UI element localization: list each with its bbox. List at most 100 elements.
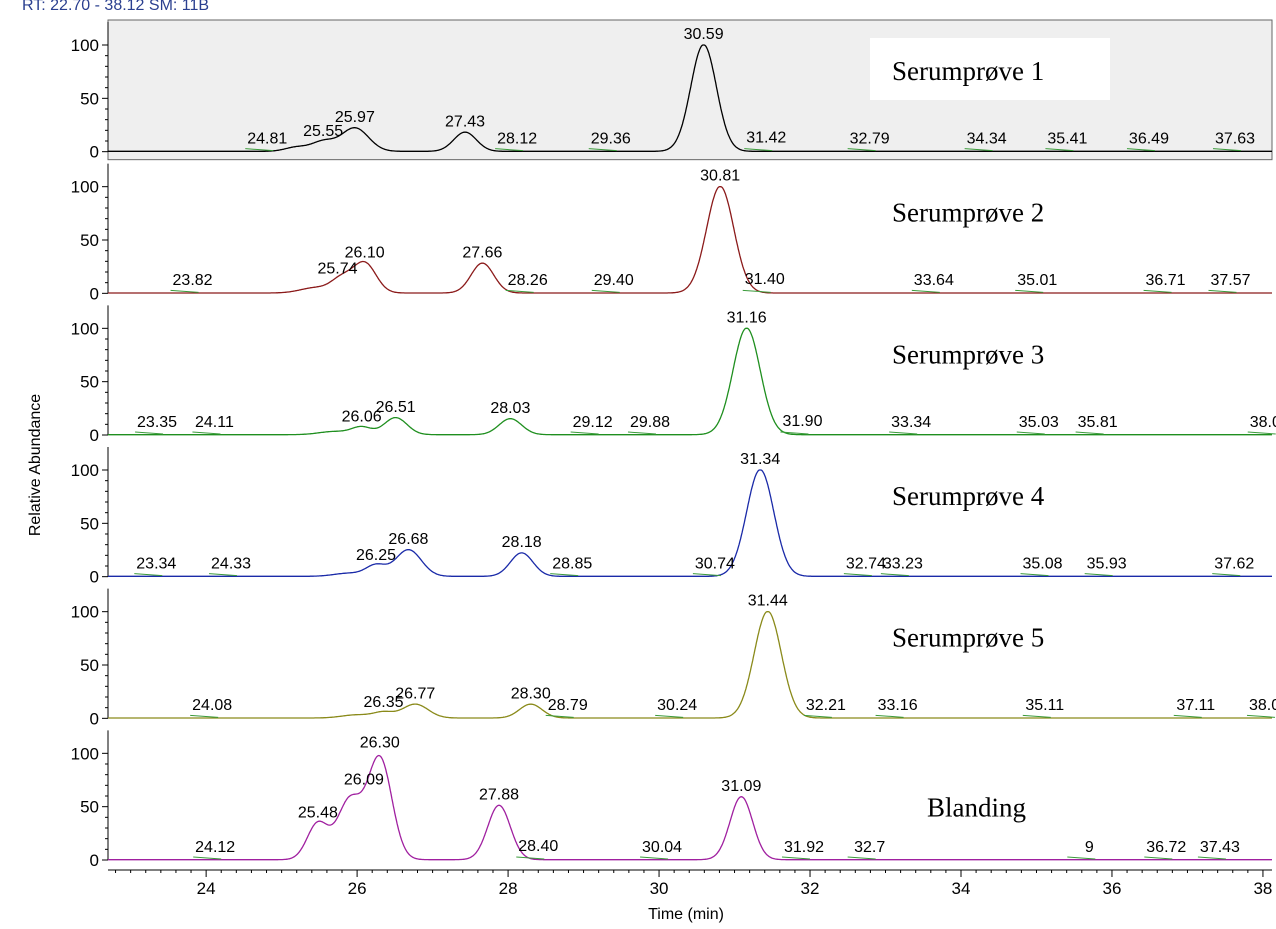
peak-marker bbox=[1015, 289, 1044, 293]
x-tick-label: 32 bbox=[801, 879, 820, 898]
y-tick-label: 50 bbox=[80, 89, 99, 108]
y-tick-label: 100 bbox=[71, 744, 99, 763]
y-tick-label: 0 bbox=[90, 143, 99, 162]
peak-label: 33.34 bbox=[891, 414, 931, 431]
peak-label: 37.63 bbox=[1215, 131, 1255, 148]
y-tick-label: 100 bbox=[71, 461, 99, 480]
x-tick-label: 36 bbox=[1103, 879, 1122, 898]
peak-label: 25.74 bbox=[317, 260, 357, 277]
peak-marker bbox=[880, 573, 909, 577]
peak-label: 35.03 bbox=[1019, 414, 1059, 431]
peak-marker bbox=[744, 148, 773, 152]
peak-label: 38.09 bbox=[1250, 414, 1276, 431]
peak-label: 27.88 bbox=[479, 787, 519, 804]
peak-label: 30.04 bbox=[642, 839, 682, 856]
peak-marker bbox=[1143, 289, 1172, 293]
panel-title: Serumprøve 2 bbox=[892, 198, 1044, 228]
panel-title: Serumprøve 5 bbox=[892, 623, 1044, 653]
peak-marker bbox=[190, 714, 219, 718]
x-axis-title: Time (min) bbox=[648, 906, 724, 923]
peak-label: 27.43 bbox=[445, 113, 485, 130]
peak-marker bbox=[1212, 573, 1241, 577]
peak-label: 35.81 bbox=[1078, 414, 1118, 431]
peak-label: 31.42 bbox=[746, 129, 786, 146]
peak-marker bbox=[1067, 856, 1096, 860]
peak-label: 29.88 bbox=[630, 414, 670, 431]
peak-label: 28.40 bbox=[518, 838, 558, 855]
panel: 0 50 100 24.12 25.48 26.09 26.30 27.88 28.40 30.0… bbox=[71, 730, 1272, 870]
peak-marker bbox=[1084, 573, 1113, 577]
peak-marker bbox=[911, 289, 940, 293]
peak-marker bbox=[742, 289, 771, 293]
peak-label: 31.92 bbox=[784, 839, 824, 856]
peak-label: 28.79 bbox=[548, 697, 588, 714]
peak-label: 31.34 bbox=[740, 451, 780, 468]
panel-title: Serumprøve 3 bbox=[892, 339, 1044, 369]
peak-label: 35.93 bbox=[1087, 556, 1127, 573]
peak-label: 9 bbox=[1085, 839, 1094, 856]
peak-marker bbox=[692, 573, 721, 577]
peak-marker bbox=[1144, 856, 1173, 860]
peak-label: 28.03 bbox=[490, 400, 530, 417]
x-tick-label: 34 bbox=[952, 879, 971, 898]
y-tick-label: 50 bbox=[80, 231, 99, 250]
peak-label: 26.30 bbox=[360, 734, 400, 751]
peak-label: 35.11 bbox=[1025, 697, 1064, 714]
peak-marker bbox=[847, 856, 876, 860]
peak-label: 32.74 bbox=[846, 556, 886, 573]
peak-marker bbox=[1126, 148, 1155, 152]
peak-marker bbox=[209, 573, 238, 577]
peak-label: 29.40 bbox=[594, 272, 634, 289]
peak-label: 28.30 bbox=[511, 685, 551, 702]
peak-label: 35.01 bbox=[1017, 272, 1057, 289]
y-tick-label: 50 bbox=[80, 798, 99, 817]
peak-marker bbox=[655, 714, 684, 718]
peak-label: 27.66 bbox=[462, 244, 502, 261]
peak-marker bbox=[134, 573, 163, 577]
peak-marker bbox=[781, 856, 811, 860]
peak-marker bbox=[875, 714, 904, 718]
peak-label: 26.51 bbox=[376, 399, 416, 416]
x-tick-label: 24 bbox=[197, 879, 216, 898]
y-tick-label: 100 bbox=[71, 178, 99, 197]
peak-marker bbox=[545, 714, 574, 718]
peak-marker bbox=[1173, 714, 1202, 718]
peak-marker bbox=[1016, 431, 1045, 435]
peak-label: 26.68 bbox=[388, 531, 428, 548]
peak-label: 26.77 bbox=[395, 685, 435, 702]
peak-label: 30.59 bbox=[684, 26, 724, 43]
peak-marker bbox=[780, 431, 809, 435]
peak-marker bbox=[627, 431, 657, 435]
peak-marker bbox=[1075, 431, 1104, 435]
peak-label: 31.16 bbox=[727, 309, 767, 326]
peak-label: 32.7 bbox=[854, 839, 885, 856]
panel-title-box bbox=[870, 179, 1110, 242]
y-axis-title: Relative Abundance bbox=[27, 394, 44, 536]
peak-label: 36.72 bbox=[1146, 839, 1186, 856]
peak-label: 33.23 bbox=[883, 556, 923, 573]
peak-label: 33.16 bbox=[878, 697, 918, 714]
peak-label: 24.81 bbox=[247, 131, 287, 148]
peak-label: 31.09 bbox=[721, 778, 761, 795]
peak-label: 30.81 bbox=[700, 168, 740, 185]
panel-title-box bbox=[905, 774, 1145, 837]
peak-marker bbox=[1045, 148, 1074, 152]
peak-label: 26.35 bbox=[364, 694, 404, 711]
peak-marker bbox=[495, 148, 524, 152]
peak-label: 26.06 bbox=[342, 409, 382, 426]
peak-marker bbox=[1247, 431, 1276, 435]
series-line bbox=[108, 44, 1272, 152]
series-line bbox=[108, 611, 1272, 719]
y-tick-label: 0 bbox=[90, 426, 99, 445]
peak-label: 35.08 bbox=[1022, 556, 1062, 573]
peak-label: 36.71 bbox=[1146, 272, 1186, 289]
peak-label: 24.12 bbox=[195, 839, 235, 856]
y-tick-label: 50 bbox=[80, 373, 99, 392]
peak-marker bbox=[1212, 148, 1242, 152]
panel-title-box bbox=[870, 604, 1110, 667]
peak-marker bbox=[135, 431, 164, 435]
peak-marker bbox=[505, 289, 534, 293]
y-tick-label: 100 bbox=[71, 603, 99, 622]
peak-marker bbox=[803, 714, 832, 718]
